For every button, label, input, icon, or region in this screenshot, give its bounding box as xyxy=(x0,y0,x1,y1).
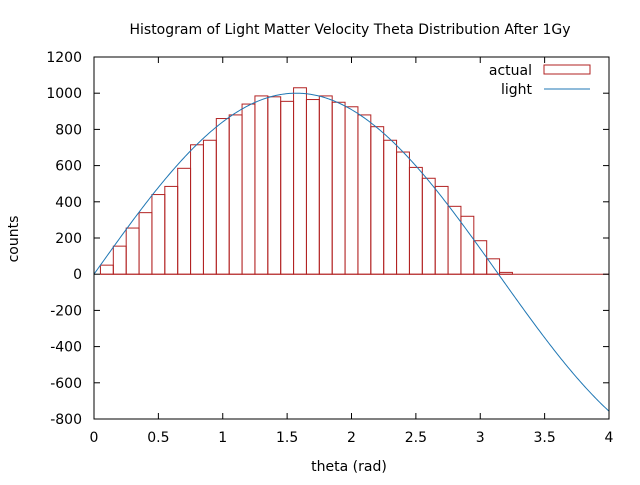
x-tick-label: 2.5 xyxy=(405,430,427,446)
histogram-bar xyxy=(125,227,140,275)
x-tick-label: 0.5 xyxy=(147,430,169,446)
x-tick-label: 0 xyxy=(90,430,99,446)
histogram-bar xyxy=(396,151,410,275)
y-tick-label: -200 xyxy=(50,303,82,319)
histogram-bar xyxy=(318,95,333,275)
y-axis-title: counts xyxy=(6,216,22,263)
x-axis-ticks: 0 0.5 1 1.5 2 2.5 3 3.5 4 xyxy=(90,57,614,446)
y-tick-label: 400 xyxy=(55,195,82,211)
light-curve-layer xyxy=(93,92,610,412)
y-axis-ticks: -800 -600 -400 -200 0 200 400 600 800 1000 1200 xyxy=(46,50,609,428)
legend-label-light: light xyxy=(501,82,533,98)
histogram-bar xyxy=(305,99,320,275)
histogram-bar xyxy=(241,103,256,275)
histogram-bar xyxy=(434,185,449,275)
histogram-bar xyxy=(473,240,488,275)
x-tick-label: 3 xyxy=(476,430,485,446)
y-tick-label: 1000 xyxy=(46,86,82,102)
histogram-bar xyxy=(164,185,179,275)
y-tick-label: 600 xyxy=(55,159,82,175)
histogram-bar xyxy=(190,144,204,275)
legend-swatch-actual xyxy=(543,64,591,75)
histogram-bar xyxy=(293,87,307,275)
y-tick-label: 800 xyxy=(55,122,82,138)
x-tick-label: 1.5 xyxy=(276,430,298,446)
y-tick-label: 200 xyxy=(55,231,82,247)
histogram-bar xyxy=(280,100,295,275)
histogram-bar xyxy=(202,139,217,275)
y-tick-label: -400 xyxy=(50,340,82,356)
histogram-bar xyxy=(99,264,114,275)
histogram-bar xyxy=(151,194,166,275)
histogram-bar xyxy=(228,114,243,275)
histogram-bar xyxy=(112,245,127,275)
histogram-bar xyxy=(177,167,192,275)
histogram-bar xyxy=(370,126,385,275)
histogram-bar xyxy=(215,118,230,275)
x-tick-label: 3.5 xyxy=(533,430,555,446)
plot-frame xyxy=(93,56,610,420)
legend: actual light xyxy=(489,63,591,98)
histogram-bar xyxy=(408,166,423,275)
x-tick-label: 4 xyxy=(605,430,614,446)
histogram-bar xyxy=(331,101,346,275)
histogram-bar xyxy=(254,95,269,275)
histogram-bar xyxy=(344,106,359,275)
light-curve xyxy=(93,92,610,412)
histogram-bar xyxy=(357,114,372,275)
y-tick-label: -800 xyxy=(50,412,82,428)
histogram-bar xyxy=(421,177,436,275)
histogram-bar xyxy=(267,96,282,275)
histogram-bars xyxy=(99,87,513,275)
x-axis-title: theta (rad) xyxy=(311,459,387,475)
x-tick-label: 2 xyxy=(347,430,356,446)
histogram-bar xyxy=(447,205,462,275)
histogram-bar xyxy=(138,212,153,275)
chart-title: Histogram of Light Matter Velocity Theta… xyxy=(129,22,570,38)
legend-label-actual: actual xyxy=(489,63,532,79)
x-tick-label: 1 xyxy=(218,430,227,446)
y-tick-label: -600 xyxy=(50,376,82,392)
y-tick-label: 0 xyxy=(73,267,82,283)
histogram-bar xyxy=(383,139,398,275)
y-tick-label: 1200 xyxy=(46,50,82,66)
